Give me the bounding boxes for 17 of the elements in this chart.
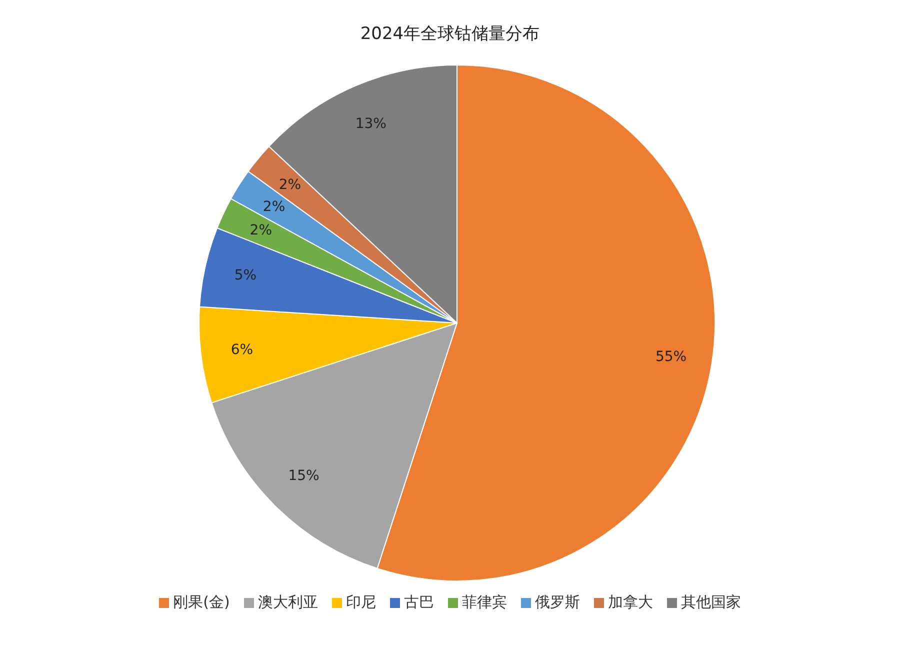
data-label: 6% xyxy=(230,342,254,358)
legend-label: 其他国家 xyxy=(680,593,741,612)
data-label: 15% xyxy=(288,468,320,484)
legend-label: 古巴 xyxy=(404,593,434,612)
chart-title: 2024年全球钴储量分布 xyxy=(359,23,541,45)
data-label: 13% xyxy=(355,116,386,132)
legend-label: 印尼 xyxy=(346,593,376,612)
legend-label: 刚果(金) xyxy=(173,593,230,612)
data-label: 55% xyxy=(655,348,687,365)
legend-label: 菲律宾 xyxy=(462,593,507,612)
data-label: 2% xyxy=(250,222,272,239)
data-label: 2% xyxy=(278,176,302,193)
legend-label: 加拿大 xyxy=(608,593,653,612)
legend-label: 澳大利亚 xyxy=(258,593,318,612)
data-label: 5% xyxy=(234,268,257,284)
legend-label: 俄罗斯 xyxy=(534,593,580,612)
data-label: 2% xyxy=(262,198,286,215)
